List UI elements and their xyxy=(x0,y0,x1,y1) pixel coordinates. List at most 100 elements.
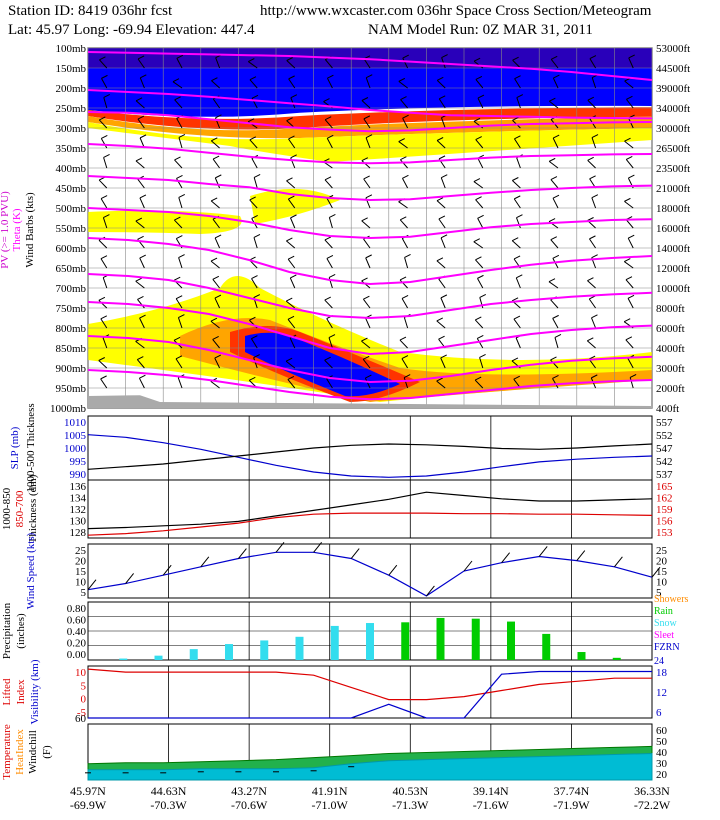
wind-barb-feather xyxy=(178,314,185,319)
wind-barb xyxy=(210,200,220,209)
wind-barb-feather xyxy=(475,196,482,201)
wind-barb-feather xyxy=(552,314,559,319)
surface-wind-barb xyxy=(350,548,360,559)
theta-isentrope xyxy=(87,301,653,356)
wind-barb-feather xyxy=(211,77,218,82)
temperature-unit-label: (F) xyxy=(41,745,53,759)
wind-barb-feather xyxy=(251,215,258,219)
wind-barb xyxy=(474,379,484,389)
thickness-850-700-tick: 159 xyxy=(656,504,673,516)
wind-barb-feather xyxy=(210,317,218,322)
wind-barb-feather xyxy=(401,355,409,360)
wind-barb-feather xyxy=(249,76,257,81)
wind-barb xyxy=(249,199,258,209)
wind-barb-feather xyxy=(398,77,406,82)
wind-barb xyxy=(363,118,371,129)
wind-barb xyxy=(211,80,220,89)
wind-barb xyxy=(624,261,634,269)
wind-barb xyxy=(625,159,634,169)
wind-barb-feather xyxy=(286,297,293,302)
wind-barb-feather xyxy=(253,234,261,238)
thickness-tick-label: 547 xyxy=(656,443,673,455)
visibility-tick: 12 xyxy=(656,687,667,699)
wind-barb-feather xyxy=(589,235,596,240)
wind-barb-feather xyxy=(473,57,481,62)
wind-barb xyxy=(440,177,446,189)
longitude-label: -70.3W xyxy=(150,798,187,812)
thickness-1000-850-tick: 132 xyxy=(70,504,87,516)
wind-barb-feather xyxy=(98,357,105,361)
wind-barb xyxy=(289,277,296,289)
wind-barb xyxy=(591,137,597,149)
wind-barb xyxy=(515,217,521,229)
wind-barb-feather xyxy=(363,295,370,300)
wind-barb-feather xyxy=(553,74,560,79)
wind-barb-feather xyxy=(552,134,560,139)
pressure-tick-label: 1000mb xyxy=(50,403,87,415)
thickness-1000-850-tick: 136 xyxy=(70,481,87,493)
wind-speed-tick-left: 5 xyxy=(81,587,87,599)
height-tick-label: 6000ft xyxy=(656,323,685,335)
wind-barb-feather xyxy=(438,95,446,100)
wind-barb-feather xyxy=(475,316,482,321)
wind-barb-feather xyxy=(329,213,336,218)
thickness-1000-850-tick: 134 xyxy=(70,493,87,505)
wind-barb xyxy=(98,360,108,369)
visibility-axis-label: Visibility (km) xyxy=(29,659,41,724)
surface-wind-barb xyxy=(426,585,435,597)
wind-speed-tick-right: 25 xyxy=(656,545,668,557)
precip-bar xyxy=(542,633,551,660)
wind-barb-feather xyxy=(587,156,594,161)
wind-barb xyxy=(324,59,333,69)
wind-barb xyxy=(550,239,559,249)
wind-barb xyxy=(436,260,446,269)
thickness-1000-850-tick: 128 xyxy=(70,527,87,539)
wind-barb xyxy=(135,340,145,349)
theta-isentrope xyxy=(87,89,653,120)
wind-barb-feather xyxy=(288,135,295,140)
wind-barb-feather xyxy=(287,376,295,380)
precip-tick-label: 0.60 xyxy=(67,615,87,627)
wind-barb-feather xyxy=(135,277,142,282)
wind-barb xyxy=(253,177,258,189)
wind-barb xyxy=(552,77,559,89)
wind-barb-feather xyxy=(438,335,445,340)
height-tick-label: 400ft xyxy=(656,403,679,415)
windchill-area xyxy=(87,752,653,781)
wind-barb xyxy=(516,157,521,169)
wind-barb-feather xyxy=(400,96,407,101)
wind-barb-feather xyxy=(247,118,255,123)
surface-wind-barb xyxy=(538,546,548,557)
wind-barb xyxy=(210,140,220,149)
wind-barb-feather xyxy=(327,74,334,79)
precip-legend-number: 24 xyxy=(654,656,664,667)
wind-barb xyxy=(398,141,408,149)
wind-barb-feather xyxy=(361,277,368,282)
wind-barb xyxy=(398,201,408,209)
wind-speed-tick-left: 10 xyxy=(75,577,87,589)
wind-barb-feather xyxy=(437,76,444,81)
surface-wind-barb xyxy=(576,550,586,561)
wind-barb-feather xyxy=(139,194,147,199)
slp-axis-label: SLP (mb) xyxy=(9,426,21,469)
wind-barb xyxy=(554,337,559,349)
surface-wind-barb xyxy=(614,556,623,568)
wind-barb-feather xyxy=(324,176,332,181)
wind-barb xyxy=(624,80,634,89)
wind-barb xyxy=(552,197,559,209)
latitude-label: 40.53N xyxy=(392,784,428,798)
wind-barb-feather xyxy=(589,295,596,300)
height-tick-label: 12000ft xyxy=(656,263,690,275)
wind-speed-tick-left: 15 xyxy=(75,566,87,578)
wind-barb-feather xyxy=(100,375,107,380)
wind-barb-feather xyxy=(398,138,405,142)
wind-barb-feather xyxy=(477,94,485,99)
wind-barb xyxy=(103,97,108,109)
wind-barb xyxy=(328,217,333,229)
thickness-850-700-line xyxy=(87,512,653,536)
pv-band-yellow xyxy=(88,122,652,162)
wind-barb-feather xyxy=(139,374,146,379)
thickness-1000-850-label: 1000-850 xyxy=(1,487,13,530)
wind-barb-feather xyxy=(214,294,222,299)
